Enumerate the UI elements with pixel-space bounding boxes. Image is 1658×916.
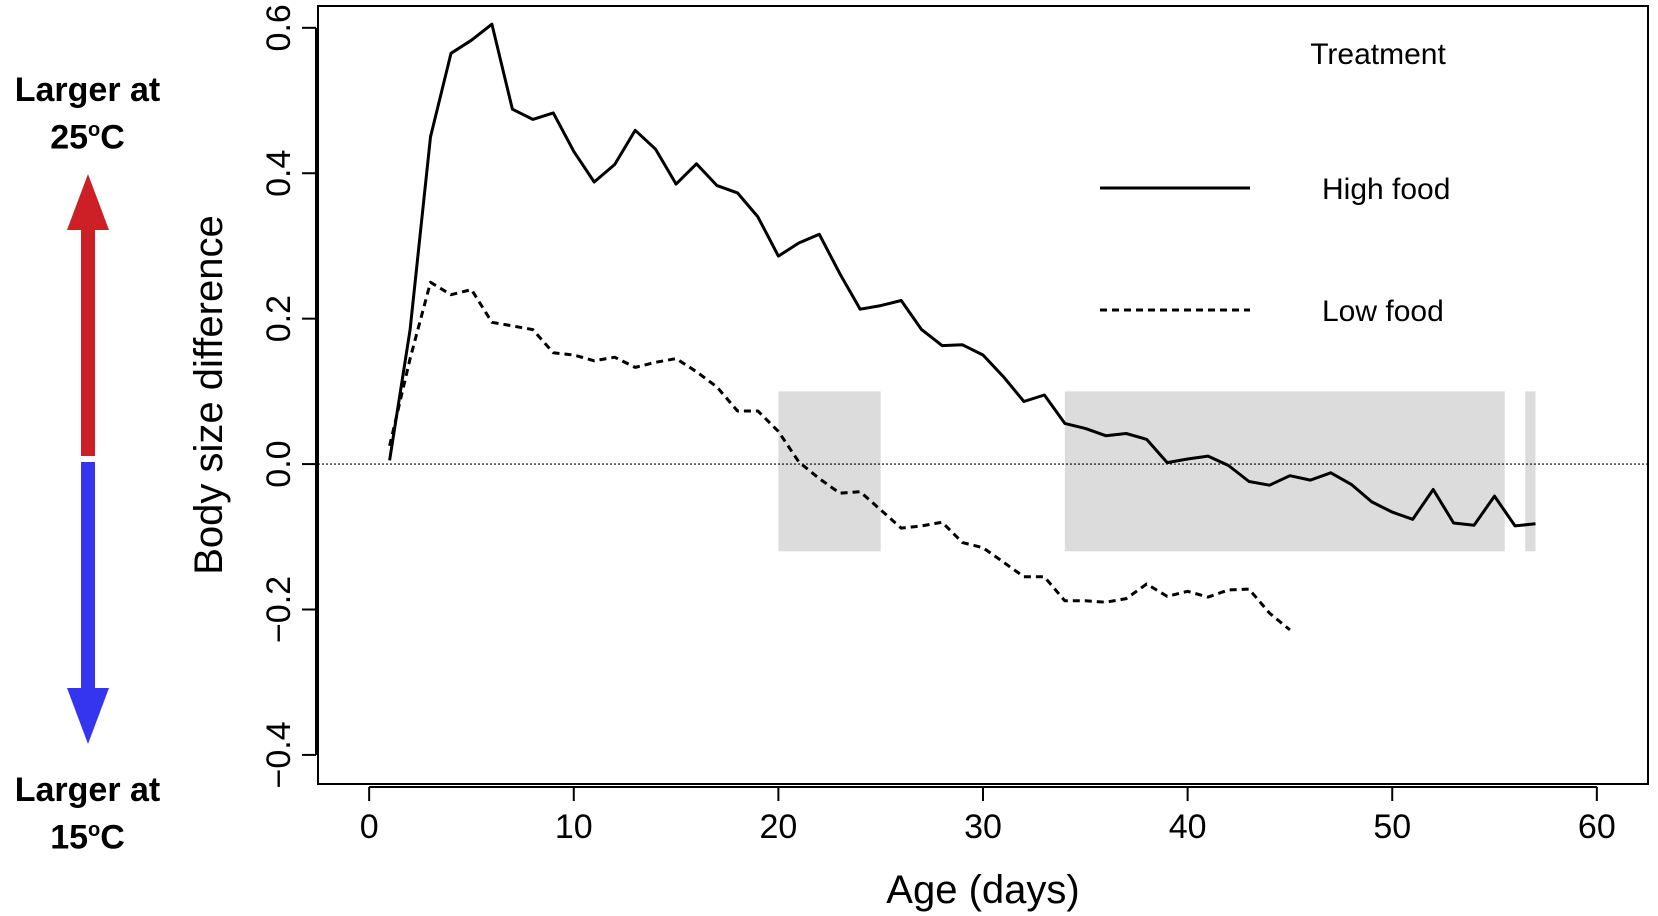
series-lines <box>388 22 1536 632</box>
temp-bottom-value: 15 <box>50 818 89 857</box>
shaded-regions <box>778 391 1536 552</box>
x-tick-label: 20 <box>759 808 797 846</box>
legend-label-low-food: Low food <box>1322 295 1444 328</box>
y-tick-label: 0.2 <box>260 295 298 342</box>
x-tick-label: 50 <box>1373 808 1411 846</box>
y-axis-label: Body size difference <box>187 215 231 574</box>
x-tick-label: 30 <box>964 808 1002 846</box>
series-line-low-food <box>388 280 1291 632</box>
axes: 0 10 20 30 40 50 60 −0.4 −0.2 0.0 0.2 0.4 0.6 Age (da… <box>187 4 1649 912</box>
y-tick-label: 0.4 <box>260 150 298 197</box>
legend-label-high-food: High food <box>1322 173 1450 206</box>
larger-at-bottom-text: Larger at <box>14 771 161 809</box>
plot-frame <box>317 5 1649 785</box>
x-tick-label: 10 <box>555 808 593 846</box>
shaded-region-2 <box>1525 391 1536 552</box>
y-tick-label: −0.2 <box>260 576 298 643</box>
degree-mark-bottom: o <box>88 819 101 841</box>
temp-top-unit: C <box>100 118 125 157</box>
legend: Treatment High food Low food <box>1100 38 1450 328</box>
x-axis-label: Age (days) <box>886 868 1079 912</box>
temp-bottom-unit: C <box>100 818 125 857</box>
larger-at-15-label: Larger at 15oC <box>0 770 175 857</box>
temp-top-value: 25 <box>50 118 89 157</box>
arrow-down-shaft <box>81 462 95 692</box>
y-tick-label: 0.0 <box>260 440 298 487</box>
larger-at-top-text: Larger at <box>14 71 161 109</box>
larger-at-25-label: Larger at 25oC <box>0 70 175 157</box>
x-tick-label: 0 <box>360 808 379 846</box>
arrow-up-head <box>67 174 109 230</box>
series-line-high-food <box>388 22 1536 528</box>
x-tick-label: 40 <box>1169 808 1207 846</box>
temp-top: 25oC <box>0 110 175 157</box>
shaded-region-1 <box>1064 391 1505 552</box>
temp-bottom: 15oC <box>0 810 175 857</box>
shaded-region-0 <box>778 391 881 552</box>
x-tick-label: 60 <box>1578 808 1616 846</box>
y-tick-label: −0.4 <box>260 721 298 788</box>
temperature-arrows <box>67 174 109 744</box>
degree-mark-top: o <box>88 119 101 141</box>
arrow-up-shaft <box>81 226 95 456</box>
y-tick-label: 0.6 <box>260 4 298 51</box>
legend-title: Treatment <box>1310 38 1446 71</box>
arrow-down-head <box>67 688 109 744</box>
